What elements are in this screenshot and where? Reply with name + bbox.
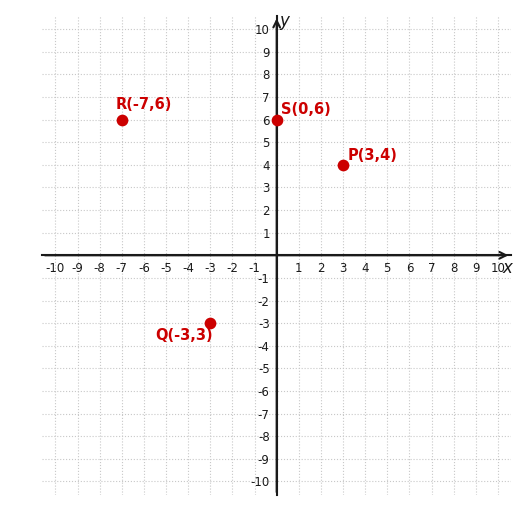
Point xyxy=(272,116,281,124)
Text: x: x xyxy=(503,259,513,277)
Point xyxy=(118,116,126,124)
Point xyxy=(206,319,214,327)
Text: S(0,6): S(0,6) xyxy=(281,102,331,117)
Text: y: y xyxy=(279,13,289,30)
Point xyxy=(339,160,347,169)
Text: P(3,4): P(3,4) xyxy=(347,147,397,163)
Text: R(-7,6): R(-7,6) xyxy=(115,97,172,111)
Text: Q(-3,3): Q(-3,3) xyxy=(155,328,212,343)
